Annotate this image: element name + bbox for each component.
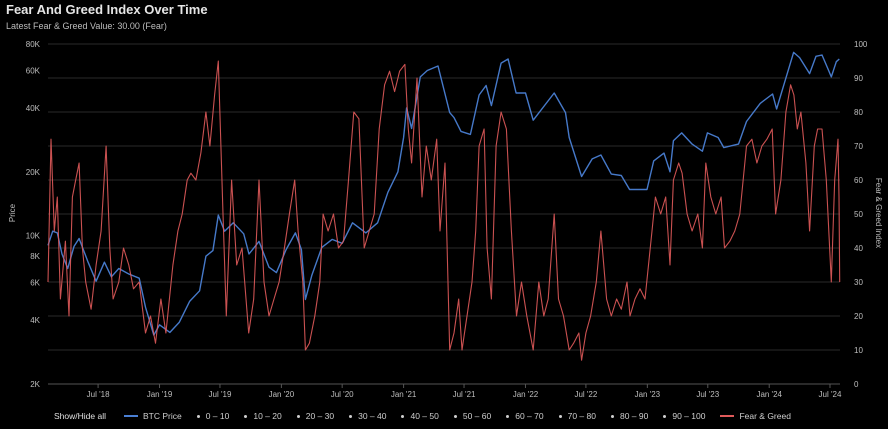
right-axis-tick-label: 80: [854, 108, 863, 117]
show-hide-all-button[interactable]: Show/Hide all: [54, 411, 106, 421]
legend-dot-swatch: [663, 414, 667, 418]
fear-greed-line: [47, 60, 841, 361]
legend-dot-swatch: [296, 414, 300, 418]
x-axis-tick-label: Jan '19: [147, 390, 173, 399]
legend-item-label: 0 – 10: [205, 411, 230, 421]
left-axis-label: Price: [8, 203, 17, 222]
legend-item[interactable]: 10 – 20: [244, 411, 282, 421]
legend-item[interactable]: 40 – 50: [401, 411, 439, 421]
legend-dot-swatch: [349, 414, 353, 418]
legend-dot-swatch: [610, 414, 614, 418]
legend-item[interactable]: 50 – 60: [453, 411, 492, 421]
x-axis-tick-label: Jan '20: [269, 390, 295, 399]
x-axis-tick-label: Jan '22: [513, 390, 539, 399]
x-axis-tick-label: Jan '24: [756, 390, 782, 399]
left-axis-tick-label: 60K: [26, 67, 41, 76]
legend-item-label: 60 – 70: [515, 411, 544, 421]
legend: Show/Hide all BTC Price 0 – 10 10 – 20 20 –…: [54, 409, 806, 423]
btc-price-line: [47, 51, 840, 336]
right-axis-tick-label: 30: [854, 278, 863, 287]
legend-item-label: 70 – 80: [567, 411, 596, 421]
legend-item[interactable]: 90 – 100: [663, 411, 705, 421]
right-axis-tick-label: 90: [854, 74, 863, 83]
left-axis-tick-label: 20K: [26, 168, 41, 177]
x-axis-tick-label: Jul '21: [453, 390, 476, 399]
x-axis-tick-label: Jan '21: [391, 390, 417, 399]
left-axis-tick-label: 2K: [30, 380, 40, 389]
legend-item[interactable]: 30 – 40: [349, 411, 386, 421]
legend-item-label: 90 – 100: [672, 411, 706, 421]
right-axis-tick-label: 20: [854, 312, 863, 321]
right-axis-tick-label: 70: [854, 142, 863, 151]
legend-item[interactable]: Fear & Greed: [720, 411, 791, 421]
x-axis-tick-label: Jul '23: [696, 390, 719, 399]
legend-item[interactable]: 60 – 70: [506, 411, 544, 421]
left-axis-tick-label: 80K: [26, 40, 41, 49]
x-axis-ticks: Jul '18 Jan '19 Jul '19 Jan '20 Jul '20 Jan '…: [87, 384, 842, 399]
grid-lines: [48, 43, 840, 385]
legend-dot-swatch: [196, 414, 200, 418]
x-axis-tick-label: Jul '19: [209, 390, 232, 399]
right-axis-tick-label: 10: [854, 346, 863, 355]
legend-item-label: 80 – 90: [619, 411, 649, 421]
legend-item[interactable]: 20 – 30: [296, 411, 335, 421]
right-axis-tick-label: 100: [854, 40, 868, 49]
legend-item[interactable]: 0 – 10: [196, 411, 230, 421]
right-axis-tick-label: 60: [854, 176, 863, 185]
legend-dot-swatch: [558, 414, 562, 418]
legend-item-label: BTC Price: [142, 411, 182, 421]
x-axis-tick-label: Jul '24: [819, 390, 842, 399]
legend-item-label: 20 – 30: [305, 411, 335, 421]
left-axis-tick-label: 4K: [30, 316, 40, 325]
left-axis-tick-label: 40K: [26, 104, 41, 113]
x-axis-tick-label: Jul '22: [574, 390, 597, 399]
right-axis-label: Fear & Greed Index: [874, 178, 883, 248]
legend-item-label: 10 – 20: [253, 411, 282, 421]
x-axis-tick-label: Jul '20: [331, 390, 354, 399]
right-axis-ticks: 0 10 20 30 40 50 60 70 80 90 100: [854, 40, 868, 389]
legend-dot-swatch: [506, 414, 510, 418]
legend-item-label: 40 – 50: [410, 411, 439, 421]
left-axis-tick-label: 6K: [30, 279, 40, 288]
legend-item[interactable]: 70 – 80: [558, 411, 596, 421]
legend-dot-swatch: [401, 414, 405, 418]
chart-title: Fear And Greed Index Over Time: [6, 2, 208, 17]
x-axis-tick-label: Jul '18: [87, 390, 110, 399]
left-axis-ticks: 2K 4K 6K 8K 10K 20K 40K 60K 80K: [26, 40, 41, 389]
x-axis-tick-label: Jan '23: [635, 390, 661, 399]
series-lines: [47, 51, 841, 361]
legend-item-label: 30 – 40: [358, 411, 387, 421]
legend-dot-swatch: [244, 414, 248, 418]
left-axis-tick-label: 8K: [30, 252, 40, 261]
legend-item-label: 50 – 60: [462, 411, 492, 421]
left-axis-tick-label: 10K: [26, 232, 41, 241]
legend-item[interactable]: 80 – 90: [610, 411, 649, 421]
legend-dot-swatch: [453, 414, 457, 418]
right-axis-tick-label: 40: [854, 244, 863, 253]
right-axis-tick-label: 0: [854, 380, 859, 389]
chart-subtitle: Latest Fear & Greed Value: 30.00 (Fear): [6, 21, 167, 31]
legend-line-swatch: [123, 415, 138, 417]
legend-item-label: Fear & Greed: [739, 411, 791, 421]
legend-line-swatch: [720, 415, 735, 417]
right-axis-tick-label: 50: [854, 210, 863, 219]
legend-item[interactable]: BTC Price: [123, 411, 182, 421]
